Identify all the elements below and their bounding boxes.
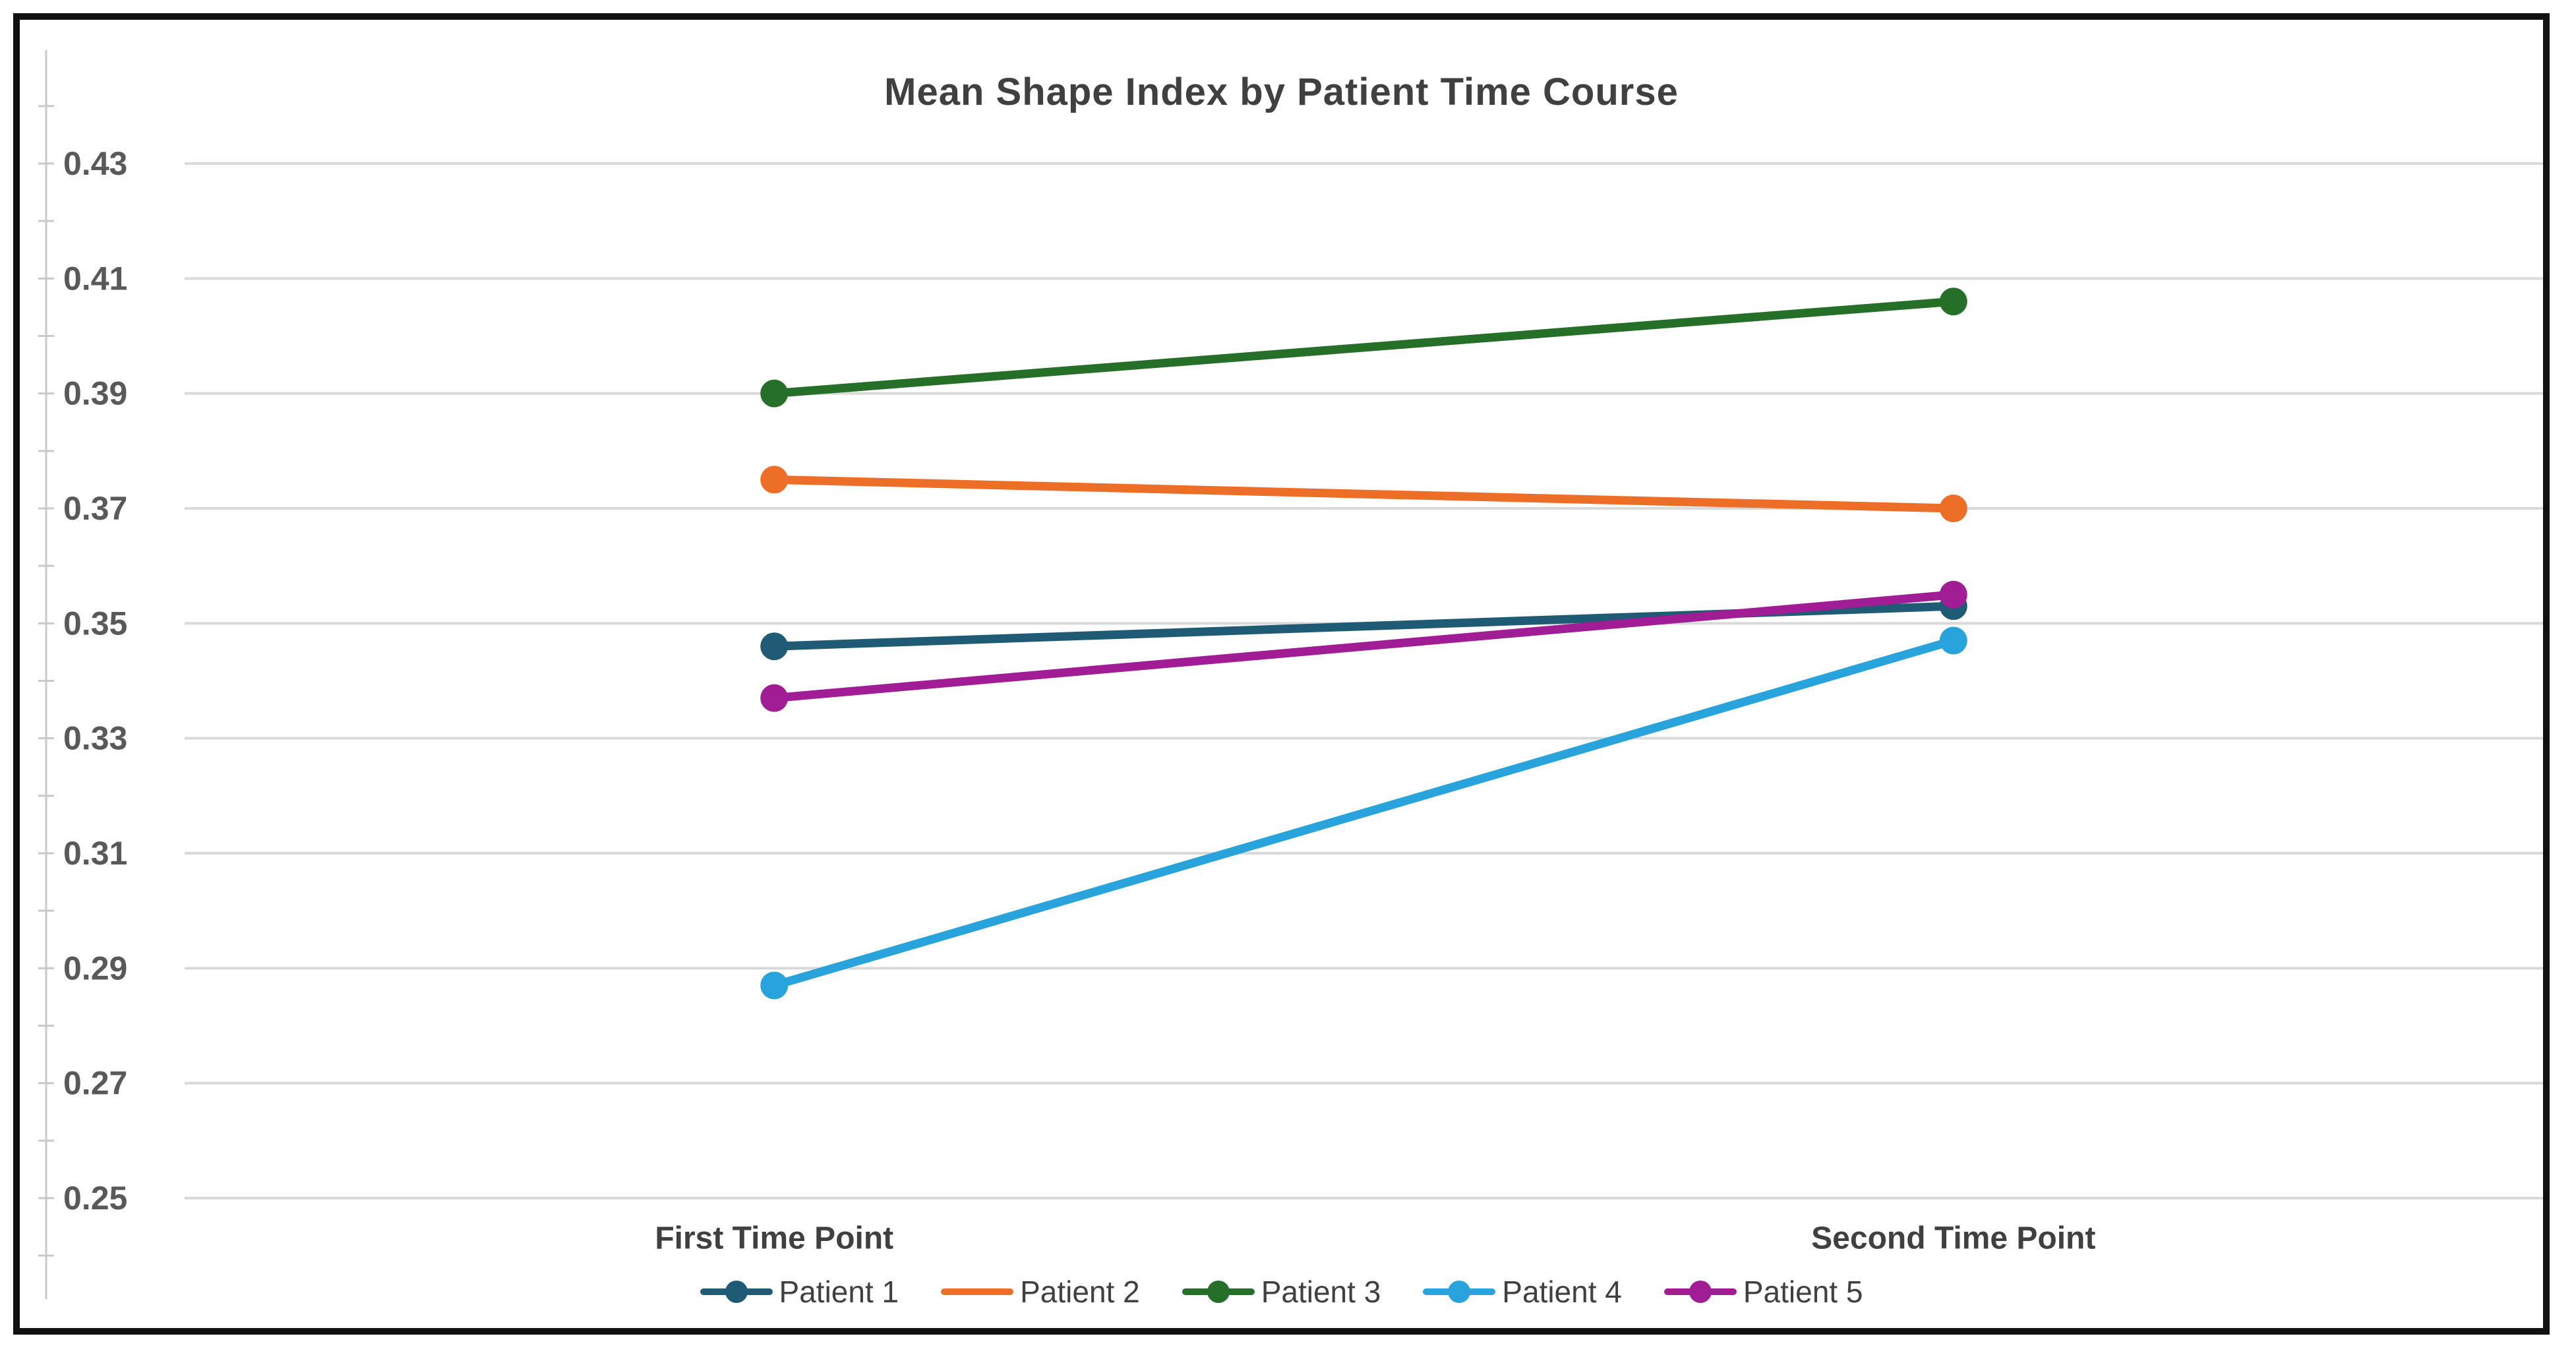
legend-line-marker-icon — [941, 1279, 1014, 1304]
data-point-marker — [760, 684, 789, 712]
data-point-marker — [760, 632, 789, 661]
y-axis-tick-label: 0.33 — [63, 720, 127, 757]
y-axis-tick-label: 0.29 — [63, 950, 127, 986]
legend-line-marker-icon — [700, 1279, 773, 1304]
chart-frame: Mean Shape Index by Patient Time Course … — [13, 13, 2550, 1335]
x-axis-category-label: First Time Point — [655, 1221, 893, 1256]
series-line — [769, 297, 1958, 398]
x-axis-category-label: Second Time Point — [1811, 1221, 2095, 1256]
y-axis-tick-label: 0.31 — [63, 835, 127, 872]
legend-line-marker-icon — [1663, 1279, 1737, 1304]
legend-item: Patient 5 — [1663, 1275, 1863, 1309]
data-point-marker — [1939, 580, 1967, 609]
y-axis-tick-label: 0.39 — [63, 375, 127, 412]
legend-item: Patient 2 — [941, 1277, 1140, 1307]
chart-legend: Patient 1 Patient 2 Patient 3 Patient 4 Pati… — [20, 1277, 2543, 1307]
y-axis-tick-label: 0.37 — [63, 490, 127, 527]
legend-item: Patient 4 — [1423, 1277, 1622, 1307]
data-point-marker — [760, 466, 789, 494]
y-axis-tick-label: 0.25 — [63, 1180, 127, 1217]
data-point-marker — [1939, 626, 1967, 655]
data-point-marker — [1939, 287, 1967, 316]
series-line — [769, 590, 1958, 703]
legend-item: Patient 1 — [700, 1277, 899, 1307]
y-axis-tick-label: 0.35 — [63, 605, 127, 642]
legend-label: Patient 1 — [779, 1275, 899, 1309]
plot-area-svg: 0.25 0.27 0.29 0.31 0.33 0.35 0.37 0.39 0.41 0.43… — [38, 50, 2543, 1299]
data-point-marker — [1939, 495, 1967, 522]
data-point-marker — [760, 971, 789, 1000]
series-line — [769, 636, 1958, 990]
y-axis-tick-label: 0.41 — [63, 260, 127, 297]
legend-label: Patient 3 — [1261, 1275, 1381, 1309]
legend-label: Patient 4 — [1502, 1275, 1622, 1309]
legend-line-marker-icon — [1423, 1279, 1496, 1304]
y-axis-tick-label: 0.27 — [63, 1065, 127, 1102]
series-line — [769, 475, 1958, 513]
legend-label: Patient 5 — [1743, 1275, 1863, 1309]
legend-item: Patient 3 — [1182, 1277, 1381, 1307]
legend-label: Patient 2 — [1020, 1275, 1140, 1309]
y-axis-tick-label: 0.43 — [63, 145, 127, 182]
data-point-marker — [760, 379, 789, 408]
chart-title: Mean Shape Index by Patient Time Course — [884, 71, 1679, 113]
legend-line-marker-icon — [1182, 1279, 1255, 1304]
